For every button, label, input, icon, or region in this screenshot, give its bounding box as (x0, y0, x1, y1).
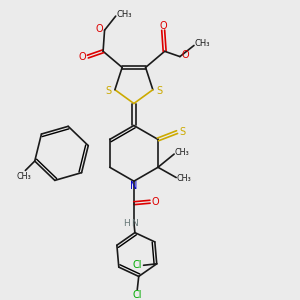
Text: Cl: Cl (132, 260, 142, 270)
Text: S: S (156, 86, 162, 96)
Text: O: O (79, 52, 86, 61)
Text: N: N (130, 182, 138, 191)
Text: CH₃: CH₃ (174, 148, 189, 158)
Text: CH₃: CH₃ (176, 174, 191, 183)
Text: CH₃: CH₃ (116, 10, 132, 19)
Text: CH₃: CH₃ (16, 172, 31, 181)
Text: S: S (105, 86, 112, 96)
Text: N: N (131, 219, 138, 228)
Text: O: O (182, 50, 189, 60)
Text: O: O (95, 24, 103, 34)
Text: O: O (159, 20, 167, 31)
Text: O: O (152, 197, 159, 207)
Text: CH₃: CH₃ (194, 40, 210, 49)
Text: H: H (123, 219, 130, 228)
Text: Cl: Cl (133, 290, 142, 300)
Text: S: S (179, 127, 185, 137)
